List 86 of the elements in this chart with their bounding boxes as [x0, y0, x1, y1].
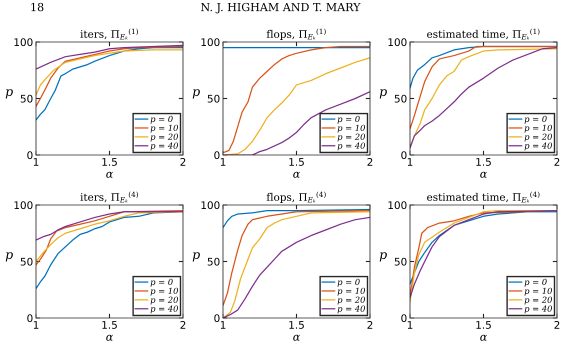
chart-title: estimated time, Π$_{Eₖ}$$^{(4)}$ — [427, 191, 540, 202]
x-tick-label: 1.5 — [476, 321, 491, 329]
y-tick-label: 0 — [27, 151, 33, 160]
y-tick-label: 100 — [201, 201, 220, 210]
y-tick-label: 0 — [401, 151, 407, 160]
x-tick-label: 2 — [180, 158, 186, 166]
chart-title: iters, Π$_{Eₖ}$$^{(1)}$ — [80, 28, 138, 40]
chart-title: flops, Π$_{Eₖ}$$^{(4)}$ — [266, 191, 326, 203]
y-tick-label: 0 — [214, 151, 220, 160]
x-tick-label: 1 — [34, 158, 38, 166]
y-tick-label: 0 — [401, 314, 407, 322]
legend-label: p = 0 — [150, 116, 173, 124]
y-tick-label: 50 — [20, 258, 33, 266]
y-tick-label: 0 — [27, 314, 33, 322]
chart-title: iters, Π$_{Eₖ}$$^{(4)}$ — [80, 191, 138, 202]
y-axis-title: p — [6, 252, 13, 262]
legend-label: p = 40 — [338, 306, 365, 314]
y-tick-label: 100 — [14, 38, 33, 46]
line-series — [36, 44, 183, 70]
x-tick-label: 1 — [408, 158, 412, 166]
chart-title: estimated time, Π$_{Eₖ}$$^{(1)}$ — [427, 28, 540, 40]
y-axis-title: p — [380, 89, 387, 98]
x-axis-title: α — [293, 334, 300, 341]
x-tick-label: 1.5 — [289, 158, 304, 166]
legend-label: p = 40 — [338, 142, 365, 150]
line-series — [36, 49, 183, 96]
legend-label: p = 40 — [150, 142, 178, 150]
y-tick-label: 100 — [14, 201, 33, 210]
chart-title: flops, Π$_{Eₖ}$$^{(1)}$ — [266, 28, 326, 40]
x-tick-label: 2 — [554, 158, 560, 166]
legend-label: p = 20 — [338, 296, 365, 305]
legend-label: p = 0 — [150, 278, 173, 287]
x-tick-label: 2 — [180, 320, 186, 329]
y-tick-label: 100 — [388, 201, 407, 210]
legend-label: p = 0 — [524, 278, 547, 287]
x-tick-label: 1.5 — [289, 321, 304, 329]
legend-label: p = 0 — [524, 116, 547, 124]
legend-label: p = 20 — [524, 134, 552, 142]
y-tick-label: 50 — [394, 94, 407, 103]
x-tick-label: 2 — [554, 320, 560, 329]
x-axis-title: α — [106, 172, 114, 178]
y-axis-title: p — [380, 252, 387, 262]
y-tick-label: 50 — [394, 258, 407, 266]
line-series — [36, 211, 183, 241]
line-series — [223, 208, 370, 228]
legend-label: p = 10 — [524, 288, 552, 296]
legend-label: p = 10 — [338, 288, 365, 296]
x-tick-label: 1 — [220, 321, 226, 329]
legend-label: p = 10 — [150, 124, 178, 133]
x-tick-label: 1 — [220, 158, 226, 166]
y-tick-label: 50 — [20, 94, 33, 103]
x-tick-label: 2 — [367, 320, 372, 329]
x-tick-label: 1 — [408, 321, 412, 329]
y-axis-title: p — [192, 252, 200, 262]
legend-label: p = 0 — [338, 278, 360, 287]
y-tick-label: 100 — [388, 38, 407, 46]
x-axis-title: α — [106, 334, 114, 341]
legend-label: p = 10 — [338, 124, 365, 133]
legend-label: p = 0 — [338, 116, 360, 124]
legend-label: p = 10 — [150, 288, 178, 296]
x-axis-title: α — [480, 334, 488, 341]
y-tick-label: 0 — [214, 314, 220, 322]
y-axis-title: p — [192, 89, 200, 98]
legend-label: p = 40 — [524, 142, 552, 150]
text: 18 — [31, 2, 44, 12]
legend-label: p = 40 — [524, 306, 552, 314]
legend-label: p = 40 — [150, 306, 178, 314]
x-tick-label: 1.5 — [102, 321, 117, 329]
legend-label: p = 10 — [524, 124, 552, 133]
line-series — [36, 46, 183, 108]
x-axis-title: α — [293, 172, 300, 178]
x-tick-label: 1.5 — [476, 158, 491, 166]
x-tick-label: 1 — [34, 321, 38, 329]
y-tick-label: 50 — [208, 94, 220, 103]
y-tick-label: 100 — [201, 38, 220, 46]
x-tick-label: 1.5 — [102, 158, 117, 166]
legend-label: p = 20 — [150, 296, 178, 305]
legend-label: p = 20 — [150, 134, 178, 142]
y-tick-label: 50 — [208, 258, 220, 266]
legend-label: p = 20 — [338, 134, 365, 142]
text: N. J. HIGHAM AND T. MARY — [201, 2, 361, 14]
line-series — [410, 211, 557, 285]
y-axis-title: p — [6, 89, 13, 98]
x-axis-title: α — [480, 172, 488, 178]
x-tick-label: 2 — [367, 158, 372, 166]
legend-label: p = 20 — [524, 296, 552, 305]
